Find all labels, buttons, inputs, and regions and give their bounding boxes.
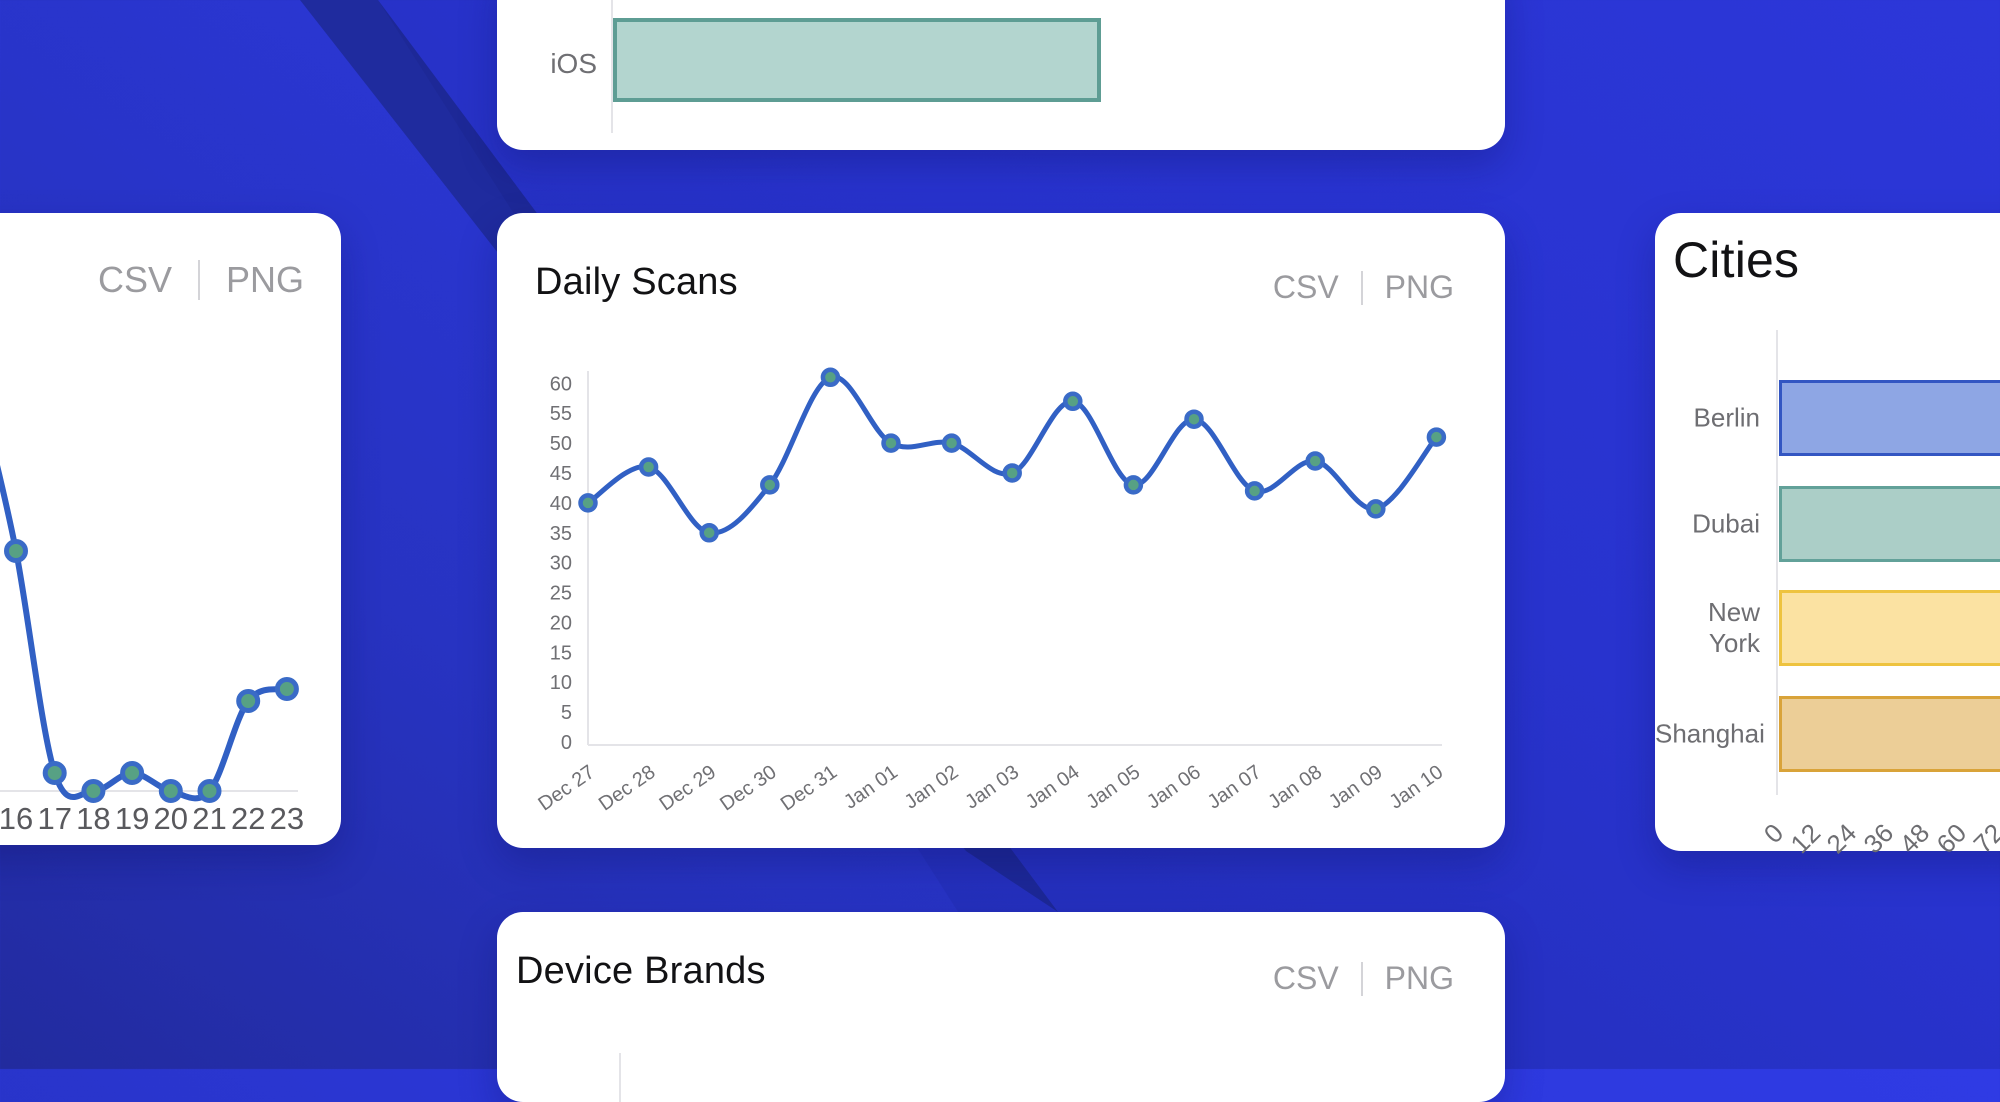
daily-data-point[interactable] bbox=[638, 457, 659, 477]
hourly-data-point[interactable] bbox=[81, 779, 106, 803]
hourly-x-tick-label: 16 bbox=[0, 801, 33, 836]
card-os-chart-partial: iOS bbox=[497, 0, 1505, 150]
hourly-data-point[interactable] bbox=[197, 779, 222, 803]
daily-data-point[interactable] bbox=[1063, 391, 1083, 412]
daily-x-tick-label: Jan 07 bbox=[1204, 761, 1266, 813]
os-bar-ios[interactable] bbox=[613, 18, 1101, 102]
daily-data-point[interactable] bbox=[1184, 409, 1204, 429]
daily-y-tick-label: 5 bbox=[561, 702, 572, 724]
hourly-x-tick-label: 22 bbox=[231, 801, 265, 836]
daily-y-tick-label: 10 bbox=[550, 672, 572, 694]
daily-data-point[interactable] bbox=[881, 433, 901, 453]
city-label-shanghai: Shanghai bbox=[1655, 718, 1765, 749]
daily-x-tick-label: Dec 30 bbox=[716, 761, 781, 815]
city-bar-new-york[interactable] bbox=[1779, 590, 2000, 666]
hourly-x-tick-label: 19 bbox=[115, 801, 149, 836]
city-bar-shanghai[interactable] bbox=[1779, 696, 2000, 772]
daily-y-tick-label: 45 bbox=[550, 463, 572, 485]
daily-data-point[interactable] bbox=[699, 523, 719, 543]
hourly-export-csv-button[interactable]: CSV bbox=[97, 259, 172, 300]
daily-x-tick-label: Jan 03 bbox=[961, 761, 1023, 813]
device-brands-title: Device Brands bbox=[516, 950, 766, 992]
hourly-data-point[interactable] bbox=[42, 761, 67, 785]
hourly-x-tick-label: 21 bbox=[192, 801, 226, 836]
hourly-x-tick-label: 23 bbox=[270, 801, 304, 836]
export-separator bbox=[1360, 961, 1363, 996]
hourly-line-chart: 16 17 18 19 20 21 22 23 bbox=[0, 464, 304, 836]
daily-data-point[interactable] bbox=[760, 475, 780, 495]
daily-data-point[interactable] bbox=[1244, 481, 1265, 501]
daily-y-tick-label: 30 bbox=[550, 553, 572, 575]
city-bar-berlin[interactable] bbox=[1779, 380, 2000, 456]
daily-data-point[interactable] bbox=[1002, 463, 1022, 483]
daily-x-tick-label: Jan 04 bbox=[1022, 761, 1084, 813]
daily-export-png-button[interactable]: PNG bbox=[1384, 269, 1454, 305]
daily-x-tick-label: Jan 08 bbox=[1264, 761, 1326, 813]
daily-x-tick-label: Jan 10 bbox=[1385, 761, 1447, 813]
daily-y-tick-label: 50 bbox=[550, 433, 572, 455]
daily-x-tick-label: Dec 31 bbox=[777, 761, 842, 815]
hourly-x-tick-label: 17 bbox=[37, 801, 71, 836]
daily-x-tick-label: Jan 02 bbox=[901, 761, 963, 813]
daily-x-tick-label: Jan 05 bbox=[1082, 761, 1144, 813]
daily-data-point[interactable] bbox=[1366, 499, 1386, 519]
daily-data-point[interactable] bbox=[941, 433, 962, 453]
daily-y-tick-label: 15 bbox=[550, 642, 572, 664]
daily-y-tick-label: 20 bbox=[550, 612, 572, 634]
daily-y-tick-label: 55 bbox=[550, 403, 572, 425]
daily-y-tick-label: 25 bbox=[550, 583, 572, 605]
hourly-export-png-button[interactable]: PNG bbox=[225, 259, 304, 300]
daily-x-tick-label: Dec 28 bbox=[595, 761, 660, 815]
city-bar-dubai[interactable] bbox=[1779, 486, 2000, 562]
hourly-data-point[interactable] bbox=[236, 689, 261, 713]
daily-y-tick-label: 40 bbox=[550, 493, 572, 515]
hourly-data-point[interactable] bbox=[120, 761, 145, 785]
daily-data-point[interactable] bbox=[578, 493, 598, 513]
brands-chart-y-axis-line bbox=[619, 1053, 621, 1102]
card-daily-scans: Daily Scans CSV PNG 0 5 10 15 20 25 30 35 40 45 50… bbox=[497, 213, 1505, 848]
brands-export-csv-button[interactable]: CSV bbox=[1272, 960, 1339, 996]
card-cities: Cities Berlin Dubai New York Shanghai 0 12 24… bbox=[1655, 213, 2000, 859]
hourly-data-point[interactable] bbox=[158, 779, 183, 803]
daily-x-tick-label: Jan 06 bbox=[1143, 761, 1205, 813]
brands-export-png-button[interactable]: PNG bbox=[1384, 960, 1454, 996]
hourly-export-toolbar: CSV PNG bbox=[98, 259, 304, 301]
hourly-x-tick-label: 18 bbox=[76, 801, 110, 836]
daily-data-point[interactable] bbox=[820, 367, 841, 388]
os-chart-y-axis-line bbox=[611, 0, 613, 133]
hourly-data-point[interactable] bbox=[274, 677, 299, 701]
daily-data-point[interactable] bbox=[1305, 451, 1325, 471]
hourly-line bbox=[0, 464, 290, 802]
city-label-berlin: Berlin bbox=[1693, 402, 1760, 433]
os-bar-row-label: iOS bbox=[550, 48, 597, 79]
hourly-x-tick-label: 20 bbox=[154, 801, 188, 836]
cities-y-axis-line bbox=[1776, 330, 1778, 795]
city-label-new-york: New York bbox=[1707, 597, 1760, 658]
daily-export-csv-button[interactable]: CSV bbox=[1272, 269, 1339, 305]
brands-export-toolbar: CSV PNG bbox=[1273, 960, 1454, 997]
daily-scans-title: Daily Scans bbox=[535, 261, 738, 303]
daily-x-tick-label: Jan 01 bbox=[840, 761, 902, 813]
cities-title: Cities bbox=[1673, 232, 1800, 288]
daily-x-tick-label: Jan 09 bbox=[1325, 761, 1387, 813]
export-separator bbox=[1360, 270, 1363, 305]
daily-x-tick-label: Dec 29 bbox=[656, 761, 721, 815]
card-hourly-chart-partial: CSV PNG 16 17 18 19 20 21 22 23 bbox=[0, 213, 341, 845]
daily-y-tick-label: 35 bbox=[550, 523, 572, 545]
hourly-data-point[interactable] bbox=[4, 539, 28, 563]
daily-data-point[interactable] bbox=[1426, 427, 1447, 447]
daily-data-point[interactable] bbox=[1123, 475, 1144, 495]
daily-x-tick-label: Dec 27 bbox=[534, 761, 599, 815]
daily-export-toolbar: CSV PNG bbox=[1273, 269, 1454, 306]
export-separator bbox=[197, 260, 200, 300]
city-label-dubai: Dubai bbox=[1692, 508, 1760, 539]
daily-y-tick-label: 0 bbox=[561, 732, 572, 754]
daily-y-tick-label: 60 bbox=[550, 373, 572, 395]
card-device-brands-partial: Device Brands CSV PNG bbox=[497, 912, 1505, 1102]
